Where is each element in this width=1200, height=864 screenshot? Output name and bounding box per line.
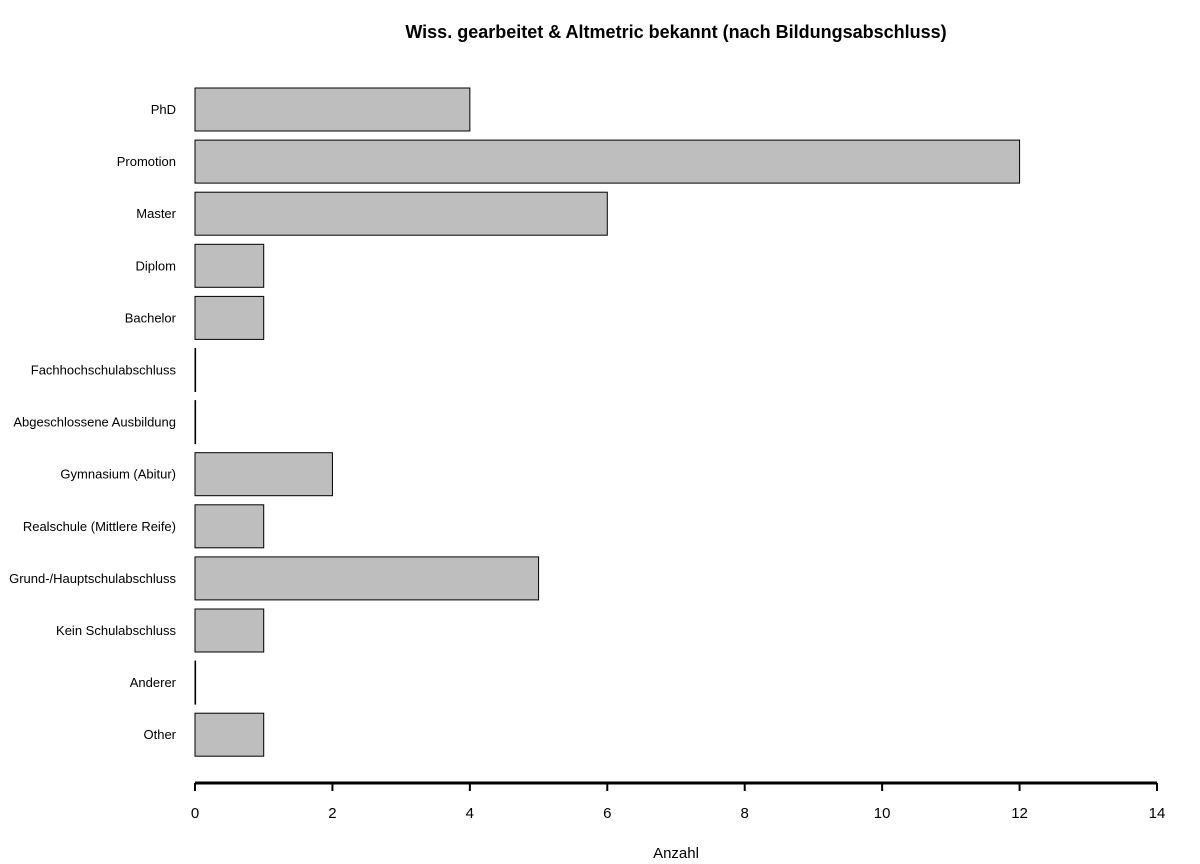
bar-other xyxy=(194,712,265,757)
category-label-kein-schulabschluss: Kein Schulabschluss xyxy=(56,623,176,638)
bar-master xyxy=(194,191,608,236)
x-tick-label-10: 10 xyxy=(874,805,891,822)
x-tick-label-12: 12 xyxy=(1011,805,1028,822)
x-tick-label-0: 0 xyxy=(191,805,199,822)
chart-title: Wiss. gearbeitet & Altmetric bekannt (na… xyxy=(405,22,946,42)
category-label-realschule-mittlere-reife: Realschule (Mittlere Reife) xyxy=(23,519,176,534)
bar-bachelor xyxy=(194,295,265,340)
bars-group xyxy=(194,87,1021,757)
x-tick-label-6: 6 xyxy=(603,805,611,822)
bar-diplom xyxy=(194,243,265,288)
category-label-grund-hauptschulabschluss: Grund-/Hauptschulabschluss xyxy=(9,571,176,586)
category-label-fachhochschulabschluss: Fachhochschulabschluss xyxy=(31,363,177,378)
x-tick-label-8: 8 xyxy=(741,805,749,822)
category-labels: PhD Promotion Master Diplom Bachelor Fachhoch… xyxy=(9,102,177,742)
x-axis-title: Anzahl xyxy=(653,845,699,862)
category-label-abgeschlossene-ausbildung: Abgeschlossene Ausbildung xyxy=(13,415,176,430)
category-label-anderer: Anderer xyxy=(130,675,177,690)
bar-gymnasium-abitur xyxy=(194,452,333,497)
bar-kein-schulabschluss xyxy=(194,608,265,653)
category-label-promotion: Promotion xyxy=(117,154,176,169)
bar-promotion xyxy=(194,139,1021,184)
bar-fachhochschulabschluss xyxy=(194,348,197,392)
category-label-master: Master xyxy=(136,206,176,221)
bar-grund-hauptschulabschluss xyxy=(194,556,540,601)
category-label-other: Other xyxy=(143,727,176,742)
bar-abgeschlossene-ausbildung xyxy=(194,400,197,445)
bar-anderer xyxy=(194,660,197,705)
bar-phd xyxy=(194,87,471,132)
category-label-diplom: Diplom xyxy=(136,258,176,273)
category-label-phd: PhD xyxy=(151,102,176,117)
bar-realschule-mittlere-reife xyxy=(194,504,265,549)
x-tick-label-2: 2 xyxy=(328,805,336,822)
x-tick-label-4: 4 xyxy=(466,805,474,822)
x-tick-label-14: 14 xyxy=(1149,805,1166,822)
category-label-bachelor: Bachelor xyxy=(125,310,177,325)
x-axis: 0 2 4 6 8 10 12 14 xyxy=(191,781,1166,822)
category-label-gymnasium-abitur: Gymnasium (Abitur) xyxy=(60,467,176,482)
